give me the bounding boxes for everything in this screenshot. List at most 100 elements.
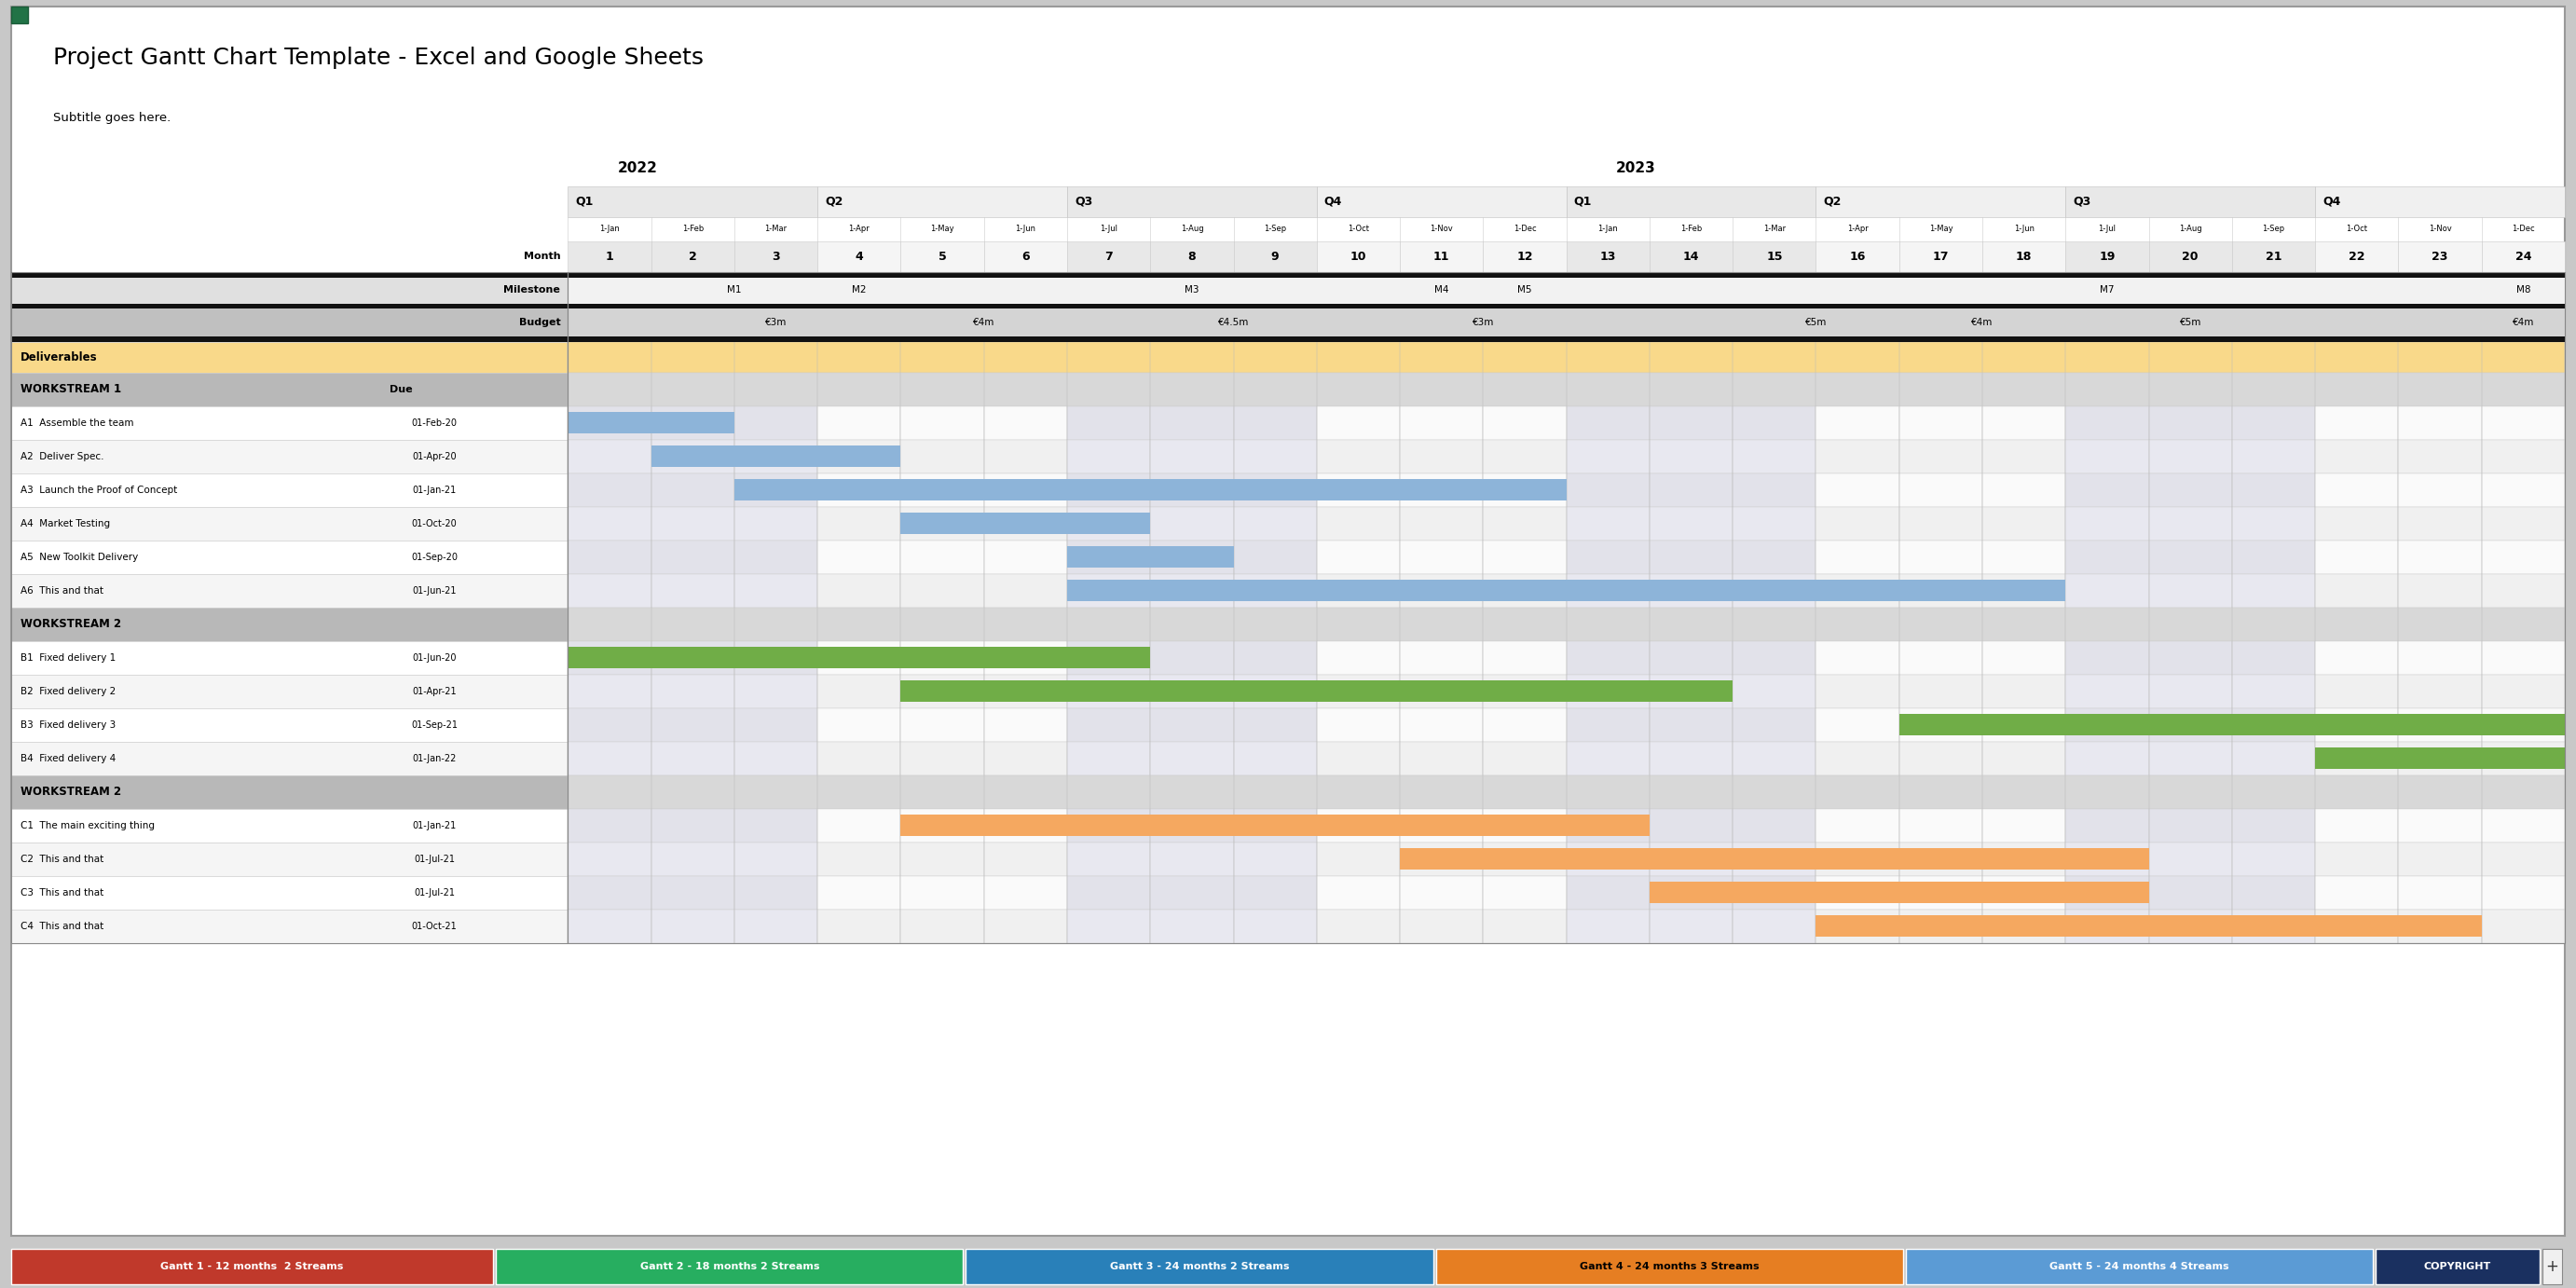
Bar [2231,473,2316,506]
Bar [10,608,567,641]
Bar [734,708,817,742]
Bar [1566,641,1649,675]
Bar [567,876,652,909]
Bar [1484,473,1566,506]
Bar [817,540,902,574]
Bar [1566,187,1816,218]
Text: A2  Deliver Spec.: A2 Deliver Spec. [21,452,103,461]
Bar [2148,909,2231,943]
Bar [1316,473,1399,506]
Bar [1151,708,1234,742]
Bar [984,406,1066,439]
Bar [2148,506,2231,540]
Bar [1899,714,2566,735]
Text: 2022: 2022 [618,161,657,175]
Bar [10,876,567,909]
Bar [10,304,2566,309]
Bar [10,708,567,742]
Text: Q2: Q2 [1824,196,1842,207]
Text: M4: M4 [1435,286,1448,295]
Text: 1-Oct: 1-Oct [2347,225,2367,233]
Bar [1649,842,1734,876]
Bar [1484,809,1566,842]
Text: Gantt 4 - 24 months 3 Streams: Gantt 4 - 24 months 3 Streams [1579,1262,1759,1271]
Bar [1151,909,1234,943]
Bar [1234,876,1316,909]
Bar [2231,708,2316,742]
Bar [817,708,902,742]
Bar [734,540,817,574]
Bar [567,309,2566,336]
Text: 1-Nov: 1-Nov [2429,225,2452,233]
Bar [1816,506,1899,540]
Bar [2398,809,2481,842]
Text: 1-May: 1-May [930,225,953,233]
Text: A4  Market Testing: A4 Market Testing [21,519,111,528]
Text: 01-Apr-20: 01-Apr-20 [412,452,456,461]
Bar [2148,574,2231,608]
Bar [10,1249,495,1284]
Bar [1984,675,2066,708]
Bar [2481,574,2566,608]
Bar [1734,909,1816,943]
Bar [1066,473,1151,506]
Bar [2398,742,2481,775]
Bar [1734,506,1816,540]
Text: 2023: 2023 [1615,161,1656,175]
Text: C4  This and that: C4 This and that [21,921,103,931]
Bar [2148,876,2231,909]
Bar [567,809,652,842]
Text: 17: 17 [1932,250,1950,263]
Bar [2231,809,2316,842]
Bar [1566,574,1649,608]
Bar [1899,506,1984,540]
Bar [2316,742,2398,775]
Text: €4.5m: €4.5m [1218,317,1249,327]
Bar [10,406,567,439]
Text: 1-Dec: 1-Dec [2512,225,2535,233]
Text: 9: 9 [1270,250,1280,263]
Bar [1734,540,1816,574]
Bar [567,775,2566,809]
Bar [984,708,1066,742]
Bar [1316,574,1399,608]
Bar [2481,708,2566,742]
Bar [567,439,652,473]
Bar [1484,742,1566,775]
Bar [902,540,984,574]
Bar [652,909,734,943]
Bar [1234,809,1316,842]
Bar [1566,809,1649,842]
Text: 1: 1 [605,250,613,263]
Bar [1234,842,1316,876]
Bar [1566,506,1649,540]
Bar [817,187,1066,218]
Bar [734,742,817,775]
Bar [1649,675,1734,708]
Bar [2398,641,2481,675]
Bar [2066,809,2148,842]
Bar [1734,439,1816,473]
Bar [10,574,567,608]
Text: 4: 4 [855,250,863,263]
Bar [1399,909,1484,943]
Bar [1399,809,1484,842]
Text: C1  The main exciting thing: C1 The main exciting thing [21,820,155,831]
Bar [984,842,1066,876]
Bar [2316,439,2398,473]
Bar [817,809,902,842]
Text: 16: 16 [1850,250,1865,263]
Text: 01-Jul-21: 01-Jul-21 [415,854,456,864]
Bar [567,372,2566,406]
Bar [2148,809,2231,842]
Bar [1566,876,1649,909]
Text: €3m: €3m [1473,317,1494,327]
Bar [734,842,817,876]
Bar [2148,641,2231,675]
Bar [652,446,902,468]
Bar [2231,909,2316,943]
Bar [1899,842,1984,876]
Bar [734,876,817,909]
Text: 15: 15 [1767,250,1783,263]
Bar [2066,406,2148,439]
